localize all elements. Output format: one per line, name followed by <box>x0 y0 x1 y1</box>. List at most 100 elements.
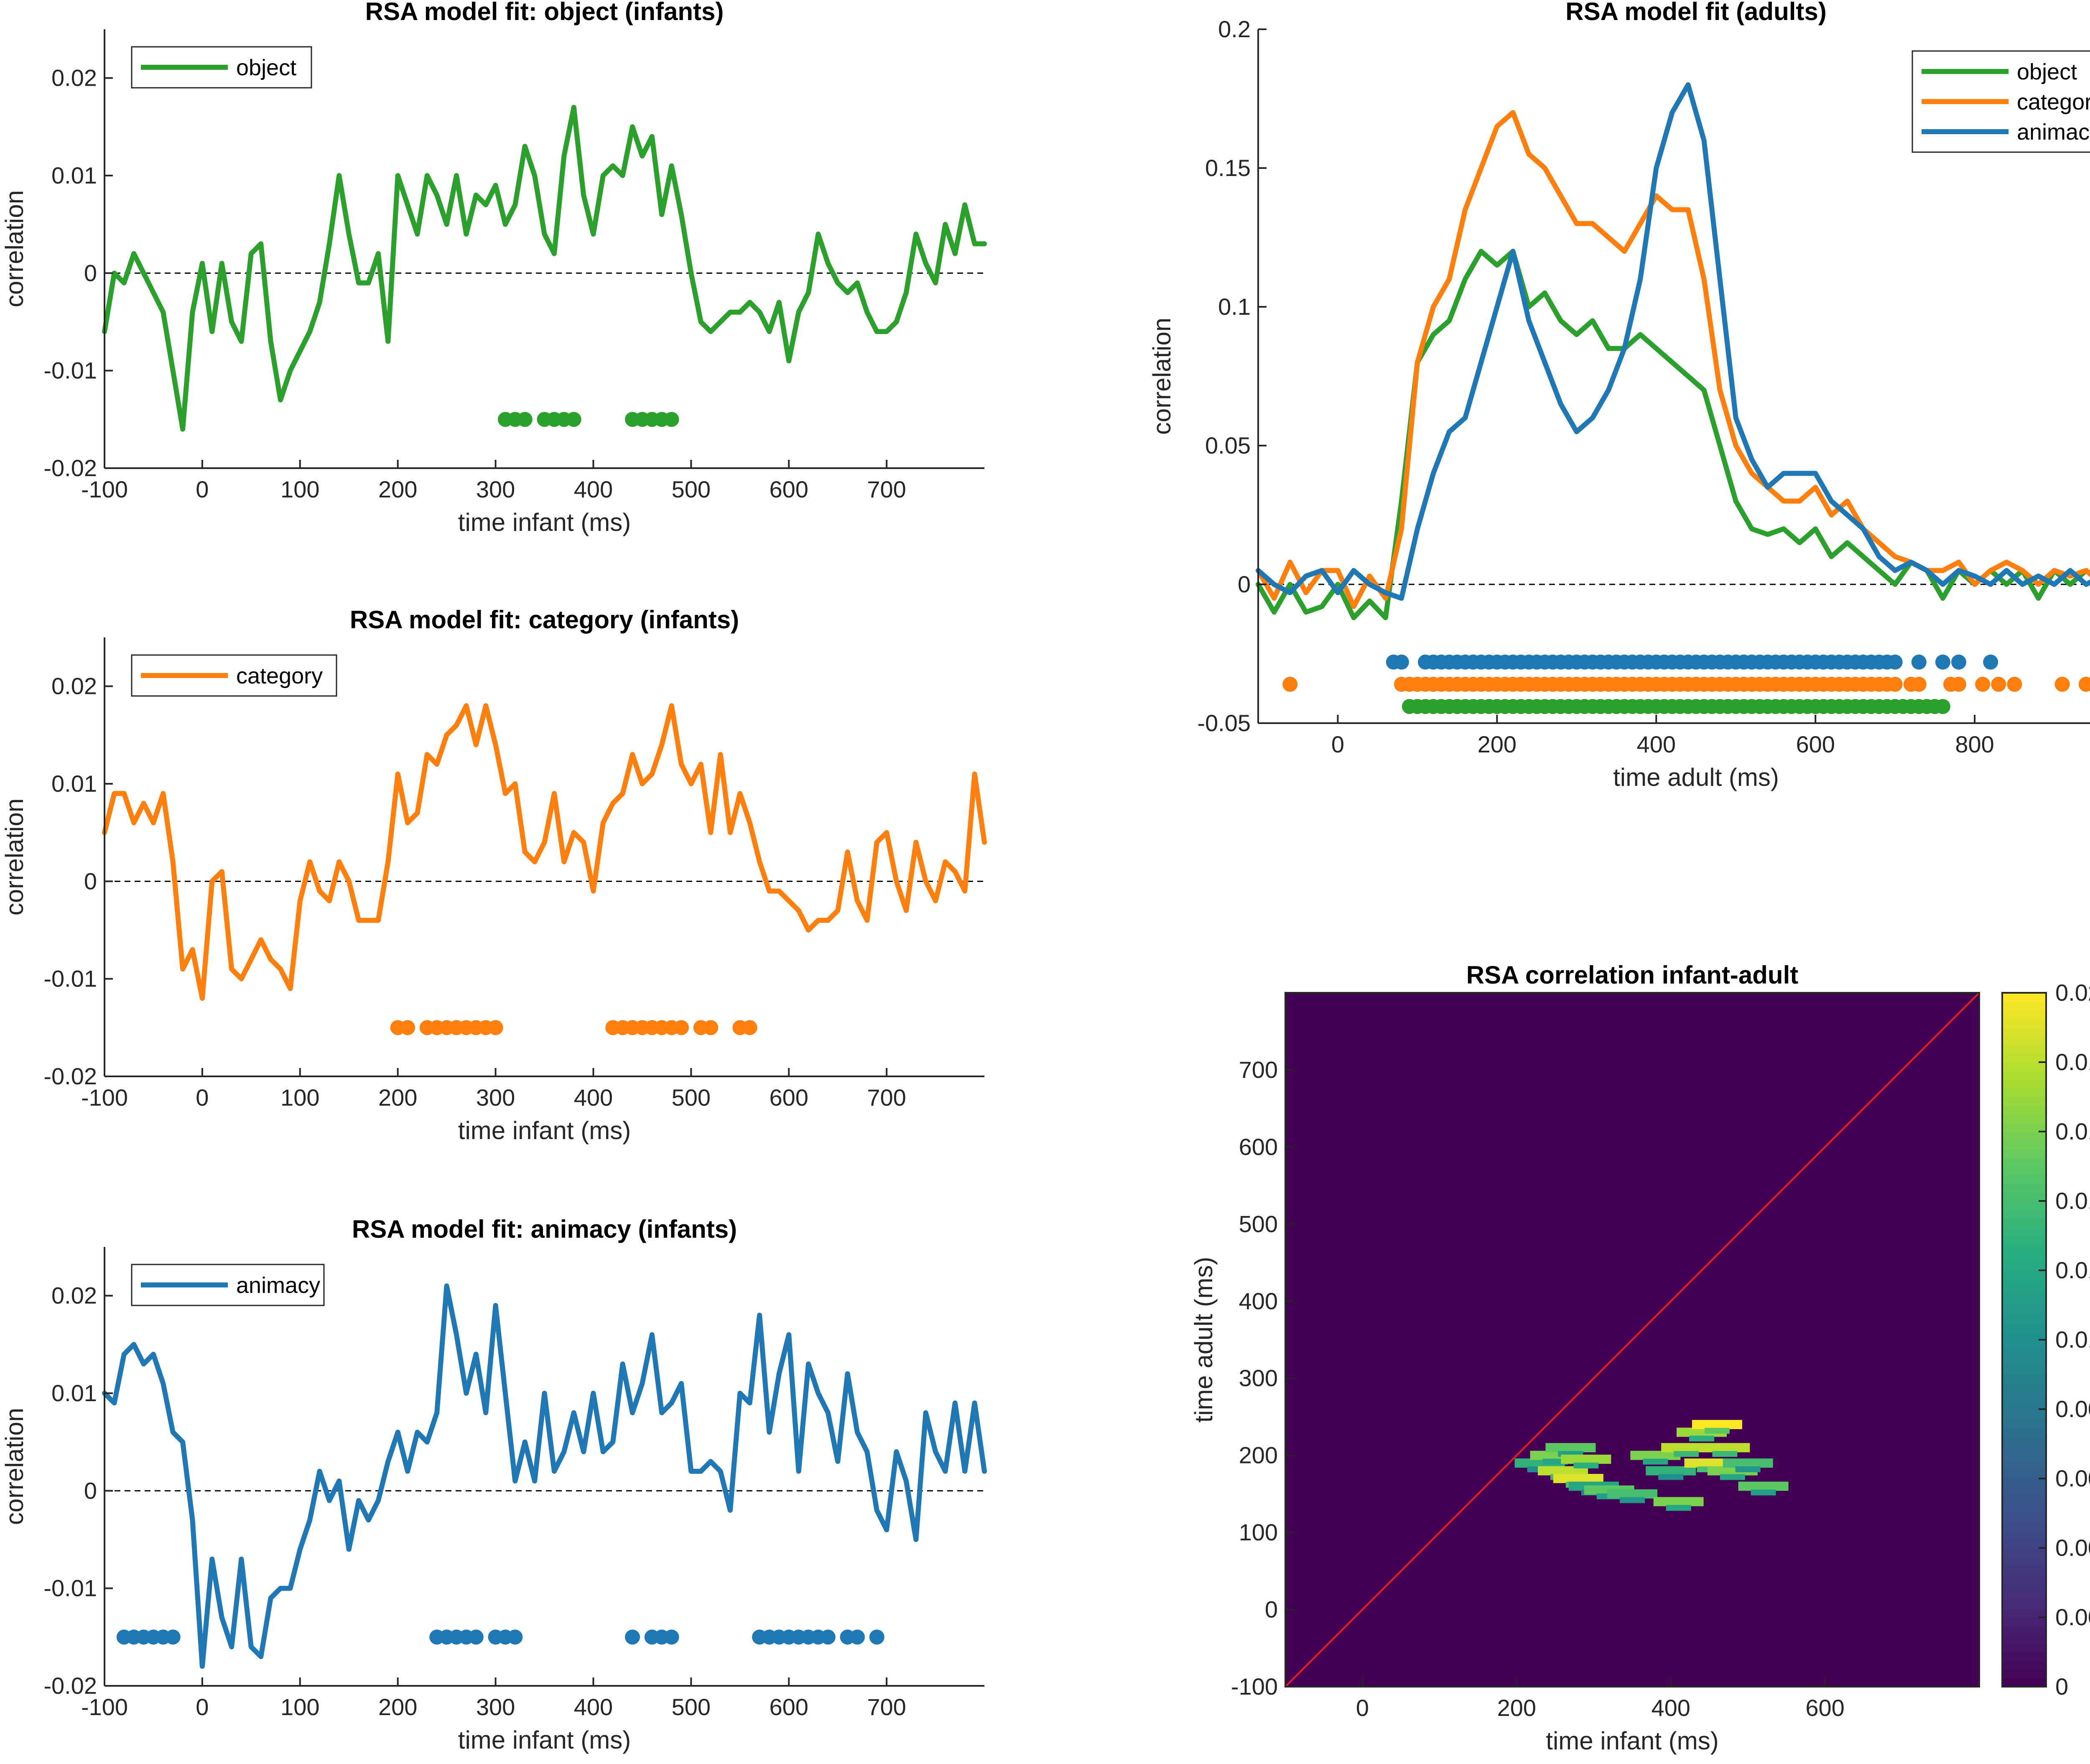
significance-dot <box>1951 677 1966 692</box>
y-tick-label: 0.01 <box>51 770 97 797</box>
x-tick-label: 100 <box>280 1084 319 1111</box>
x-tick-label: -100 <box>81 476 128 502</box>
x-tick-label: 400 <box>574 1084 613 1111</box>
colorbar-segment <box>2002 1218 2046 1228</box>
x-axis-label: time adult (ms) <box>1613 763 1779 791</box>
colorbar-tick-label: 0.014 <box>2055 1188 2090 1214</box>
chart-title: RSA correlation infant-adult <box>1466 961 1798 989</box>
significance-dot <box>625 1629 640 1645</box>
x-tick-label: 0 <box>196 1694 209 1720</box>
colorbar-segment <box>2002 1643 2046 1652</box>
heatmap-cell <box>1666 1505 1691 1511</box>
heatmap-cell <box>1720 1474 1745 1480</box>
legend-label-category: category <box>2017 89 2090 115</box>
y-tick-label: -0.02 <box>43 1672 97 1699</box>
x-tick-label: 600 <box>770 1084 808 1111</box>
x-tick-label: 300 <box>476 1694 515 1720</box>
y-tick-label: 100 <box>1239 1519 1278 1545</box>
series-line-object <box>102 105 987 432</box>
x-tick-label: 600 <box>1796 731 1835 757</box>
x-tick-label: 200 <box>1478 731 1517 757</box>
colorbar-segment <box>2002 1149 2046 1158</box>
x-tick-label: 0 <box>196 476 209 502</box>
significance-dot <box>820 1629 836 1645</box>
x-tick-label: 200 <box>1497 1695 1536 1721</box>
x-tick-label: 100 <box>280 1694 319 1720</box>
legend-label-object: object <box>2017 59 2077 84</box>
colorbar-segment <box>2002 1669 2046 1679</box>
colorbar-segment <box>2002 1678 2046 1687</box>
colorbar-segment <box>2002 1348 2046 1358</box>
colorbar-segment <box>2002 1400 2046 1410</box>
x-tick-label: 500 <box>672 476 711 502</box>
significance-dot <box>2078 677 2090 692</box>
x-axis-label: time infant (ms) <box>1546 1727 1718 1755</box>
colorbar-segment <box>2002 993 2046 1002</box>
y-tick-label: 500 <box>1239 1211 1278 1237</box>
colorbar-segment <box>2002 1357 2046 1366</box>
colorbar-segment <box>2002 1539 2046 1548</box>
x-tick-label: 200 <box>378 1694 417 1720</box>
colorbar-segment <box>2002 1504 2046 1514</box>
colorbar-segment <box>2002 1313 2046 1323</box>
colorbar-segment <box>2002 1513 2046 1522</box>
y-tick-label: 0.01 <box>51 1380 97 1406</box>
colorbar-segment <box>2002 1253 2046 1262</box>
colorbar-segment <box>2002 1132 2046 1141</box>
heatmap-cell <box>1573 1462 1599 1468</box>
colorbar-segment <box>2002 1236 2046 1245</box>
y-tick-label: 0 <box>84 260 97 286</box>
heatmap-cell <box>1751 1489 1776 1496</box>
x-tick-label: 400 <box>574 1694 613 1720</box>
significance-dot <box>1887 654 1903 670</box>
colorbar-segment <box>2002 1435 2046 1444</box>
significance-dot <box>664 1629 679 1645</box>
colorbar-segment <box>2002 1565 2046 1575</box>
colorbar-tick-label: 0.002 <box>2055 1604 2090 1630</box>
x-tick-label: -100 <box>81 1084 128 1111</box>
colorbar-segment <box>2002 1452 2046 1462</box>
colorbar-segment <box>2002 1617 2046 1626</box>
colorbar-segment <box>2002 1444 2046 1453</box>
y-axis-label: time adult (ms) <box>1190 1257 1218 1423</box>
y-axis-label: correlation <box>1148 318 1176 435</box>
colorbar-segment <box>2002 1019 2046 1028</box>
significance-dot <box>742 1020 757 1035</box>
x-tick-label: 800 <box>1955 731 1994 757</box>
colorbar-segment <box>2002 1660 2046 1670</box>
heatmap-cell <box>1661 1443 1712 1453</box>
series-line-category <box>1256 110 2090 609</box>
colorbar-segment <box>2002 1296 2046 1305</box>
y-tick-label: -0.01 <box>43 966 97 992</box>
colorbar-segment <box>2002 1634 2046 1644</box>
x-axis-label: time infant (ms) <box>458 1726 631 1754</box>
colorbar-segment <box>2002 1157 2046 1167</box>
x-tick-label: 400 <box>574 476 613 502</box>
legend-label-object: object <box>236 55 296 80</box>
heatmap-cell <box>1545 1443 1596 1453</box>
colorbar-segment <box>2002 1583 2046 1592</box>
chart-adults: RSA model fit (adults) 0 200 400 600 800 -0.05… <box>1148 0 2090 791</box>
heatmap-cell <box>1700 1443 1750 1453</box>
colorbar-segment <box>2002 1201 2046 1210</box>
heatmap-cell <box>1738 1481 1789 1491</box>
x-tick-label: 700 <box>867 1084 906 1111</box>
significance-dot <box>869 1629 884 1645</box>
colorbar-tick-label: 0.018 <box>2055 1049 2090 1075</box>
y-tick-label: 0.2 <box>1218 16 1251 42</box>
heatmap-cell <box>1704 1428 1730 1434</box>
y-tick-label: 700 <box>1239 1056 1278 1083</box>
y-tick-label: 0.02 <box>51 65 97 91</box>
heatmap-cell <box>1735 1466 1761 1473</box>
colorbar-segment <box>2002 1045 2046 1054</box>
y-axis-label: correlation <box>0 798 28 915</box>
colorbar-segment <box>2002 1322 2046 1332</box>
heatmap-cell <box>1643 1458 1668 1465</box>
colorbar-segment <box>2002 1287 2046 1297</box>
colorbar-segment <box>2002 1010 2046 1020</box>
significance-dot <box>2007 677 2022 692</box>
colorbar-tick-label: 0.02 <box>2055 979 2090 1006</box>
x-tick-label: 700 <box>867 1694 906 1720</box>
colorbar-segment <box>2002 1123 2046 1132</box>
x-axis-label: time infant (ms) <box>458 508 631 536</box>
